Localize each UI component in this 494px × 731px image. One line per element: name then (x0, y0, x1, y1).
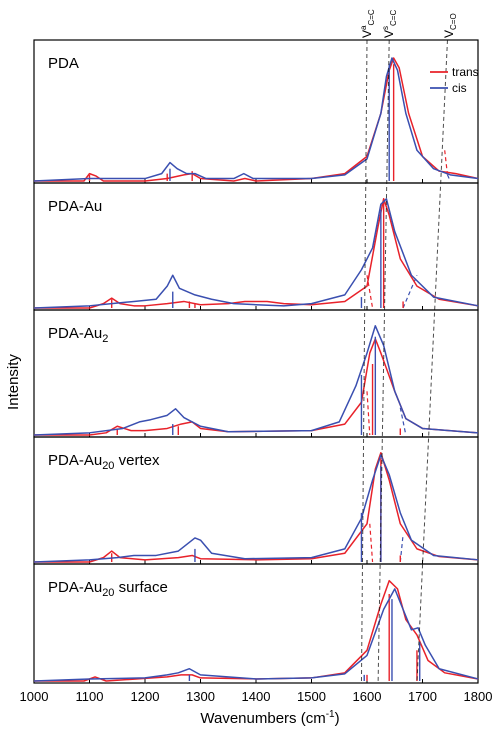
legend-label: trans (452, 65, 479, 79)
panel-label-end: vertex (114, 452, 160, 469)
panel-label: PDA-Au20 vertex (48, 452, 160, 472)
mode-label-main: V (442, 30, 456, 38)
panel-label-end: surface (114, 579, 167, 596)
trans-guide-line (367, 391, 370, 435)
guide-line-co (417, 40, 448, 683)
y-axis-title: Intensity (5, 354, 22, 410)
x-tick-label: 1500 (297, 689, 326, 704)
panel-4: PDA-Au20 vertex (34, 437, 478, 564)
panel-label-sub: 2 (102, 333, 108, 345)
cis-spectrum-line (34, 58, 478, 181)
x-axis-title-end: ) (335, 710, 340, 727)
mode-label-main: V (360, 30, 374, 38)
mode-label-sub: C=C (367, 9, 376, 25)
panel-3: PDA-Au2 (34, 310, 478, 437)
panel-5: PDA-Au20 surface (34, 564, 478, 683)
panel-label: PDA-Au2 (48, 325, 108, 345)
mode-label-sub: C=C (389, 10, 398, 26)
x-tick-label: 1600 (353, 689, 382, 704)
trans-spectrum-line (34, 58, 478, 181)
mode-label-sub: C=O (449, 13, 458, 30)
panel-label-main: PDA-Au (48, 325, 102, 342)
panel-label: PDA (48, 55, 79, 72)
panel-label-main: PDA-Au (48, 198, 102, 215)
panel-label-sub: 20 (102, 587, 114, 599)
panel-frame (34, 40, 478, 183)
trans-guide-line (370, 524, 373, 562)
cis-guide-line (447, 175, 450, 181)
legend: trans cis (430, 65, 479, 95)
x-tick-label: 1100 (76, 689, 104, 704)
cis-spectrum-line (34, 326, 478, 435)
panel-label-sub: 20 (102, 460, 114, 472)
trans-spectrum-line (34, 199, 478, 308)
panel-label-main: PDA-Au (48, 579, 102, 596)
x-axis-title-main: Wavenumbers (cm (200, 710, 325, 727)
panel-1: PDA (34, 40, 478, 183)
x-tick-label: 1000 (20, 689, 49, 704)
mode-label: VC=O (442, 13, 458, 38)
trans-spectrum-line (34, 453, 478, 562)
trans-spectrum-line (34, 339, 478, 435)
cis-spectrum-line (34, 199, 478, 308)
legend-label: cis (452, 81, 467, 95)
panel-label-main: PDA-Au (48, 452, 102, 469)
x-axis-title: Wavenumbers (cm-1) (200, 709, 339, 727)
mode-label-main: V (382, 30, 396, 38)
x-tick-label: 1400 (242, 689, 271, 704)
x-tick-label: 1300 (186, 689, 215, 704)
cis-spectrum-line (34, 589, 478, 681)
mode-label: VsC=C (381, 10, 398, 38)
trans-guide-line (445, 150, 448, 175)
mode-label: VaC=C (359, 9, 376, 38)
x-axis: 1000 1100 1200 1300 1400 1500 1600 1700 1800 (20, 689, 493, 704)
x-tick-label: 1800 (464, 689, 493, 704)
cis-guide-line (403, 275, 417, 308)
x-tick-label: 1200 (131, 689, 160, 704)
cis-spectrum-line (34, 455, 478, 562)
x-tick-label: 1700 (408, 689, 437, 704)
panel-label: PDA-Au20 surface (48, 579, 168, 599)
panel-label: PDA-Au (48, 198, 102, 215)
panel-2: PDA-Au (34, 183, 478, 310)
panel-label-main: PDA (48, 55, 79, 72)
